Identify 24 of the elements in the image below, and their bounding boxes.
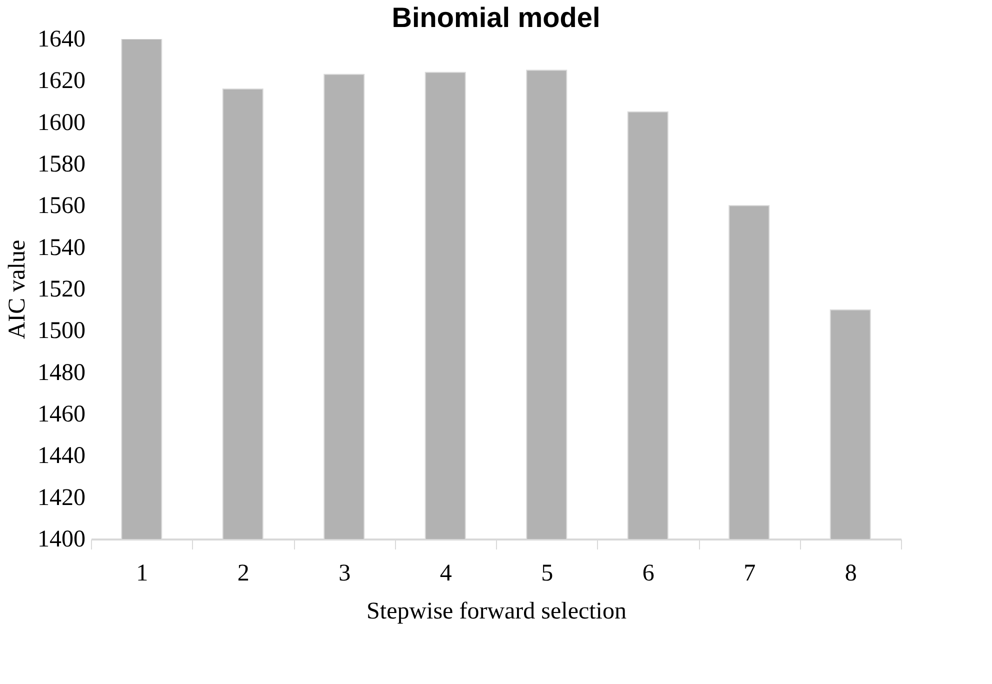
x-tick-label: 2 [237,560,250,586]
y-tick-label: 1480 [38,360,86,386]
y-tick-label: 1540 [38,234,86,261]
y-tick-label: 1440 [38,443,86,470]
y-tick-label: 1600 [38,110,86,136]
y-axis-title: AIC value [4,240,30,340]
y-tick-label: 1640 [38,26,86,52]
x-tick-label: 3 [338,560,351,586]
y-tick-label: 1500 [38,318,86,344]
x-tick-label: 6 [642,560,654,586]
x-tick-label: 4 [440,560,452,586]
y-tick-label: 1420 [38,484,86,511]
y-tick-label: 1520 [38,276,86,302]
x-tick-label: 8 [844,560,857,586]
y-tick-label: 1580 [38,152,86,178]
y-tick-label: 1620 [38,68,86,94]
y-tick-label: 1400 [38,526,86,552]
x-tick-label: 5 [541,560,554,586]
y-tick-label: 1460 [38,402,86,428]
x-tick-label: 7 [744,560,756,586]
x-tick-label: 1 [136,560,148,586]
y-tick-label: 1560 [38,193,86,220]
x-axis-title: Stepwise forward selection [366,598,626,624]
chart-title: Binomial model [392,2,600,33]
